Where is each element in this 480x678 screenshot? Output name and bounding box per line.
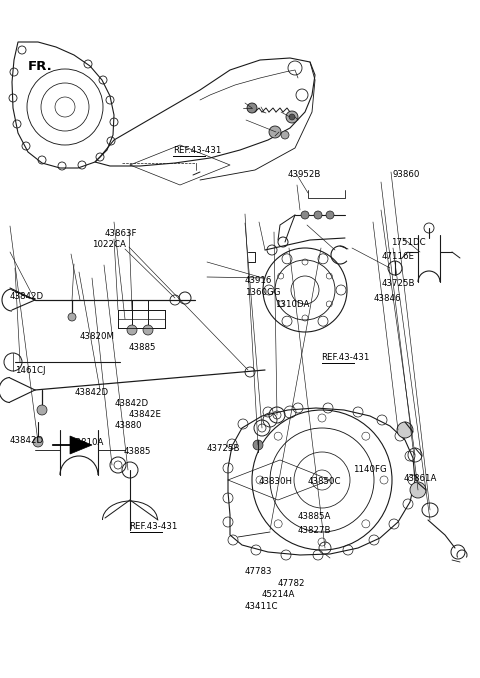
Text: 43880: 43880 xyxy=(114,421,142,431)
Text: 43916: 43916 xyxy=(245,276,272,285)
Text: 43820M: 43820M xyxy=(79,332,114,341)
Text: 43952B: 43952B xyxy=(288,170,322,180)
Text: 43827B: 43827B xyxy=(298,526,331,536)
Text: 45214A: 45214A xyxy=(262,590,295,599)
Circle shape xyxy=(33,437,43,447)
Text: 93860: 93860 xyxy=(393,170,420,180)
Circle shape xyxy=(286,111,298,123)
Text: 1140FG: 1140FG xyxy=(353,464,386,474)
Text: REF.43-431: REF.43-431 xyxy=(173,146,221,155)
Circle shape xyxy=(127,325,137,335)
Text: 43863F: 43863F xyxy=(105,228,137,238)
Text: 43885A: 43885A xyxy=(298,512,331,521)
Circle shape xyxy=(314,211,322,219)
Text: 43885: 43885 xyxy=(129,342,156,352)
Text: 47116E: 47116E xyxy=(382,252,415,261)
Text: 43830H: 43830H xyxy=(258,477,292,486)
Text: REF.43-431: REF.43-431 xyxy=(130,521,178,531)
Text: 1360GG: 1360GG xyxy=(245,287,280,297)
Text: 43842D: 43842D xyxy=(10,436,44,445)
Text: 1751DC: 1751DC xyxy=(391,238,426,247)
Text: 43842D: 43842D xyxy=(74,388,108,397)
Circle shape xyxy=(326,211,334,219)
Circle shape xyxy=(289,114,295,120)
Text: 43861A: 43861A xyxy=(403,474,437,483)
Text: 43850C: 43850C xyxy=(307,477,341,486)
Text: 43725B: 43725B xyxy=(382,279,415,288)
Text: 43846: 43846 xyxy=(373,294,401,303)
Text: 43725B: 43725B xyxy=(206,443,240,453)
Text: 47782: 47782 xyxy=(277,578,305,588)
Text: 43411C: 43411C xyxy=(245,602,278,612)
Circle shape xyxy=(68,313,76,321)
Circle shape xyxy=(301,211,309,219)
Text: 1022CA: 1022CA xyxy=(92,240,126,250)
Text: FR.: FR. xyxy=(28,60,53,73)
Text: 43810A: 43810A xyxy=(71,437,105,447)
Text: 43842E: 43842E xyxy=(129,410,162,419)
Circle shape xyxy=(37,405,47,415)
Text: 1310DA: 1310DA xyxy=(275,300,309,309)
Text: 43885: 43885 xyxy=(124,447,151,456)
Text: 1461CJ: 1461CJ xyxy=(15,366,46,376)
Circle shape xyxy=(397,422,413,438)
Text: 43842D: 43842D xyxy=(114,399,148,408)
Circle shape xyxy=(269,126,281,138)
Circle shape xyxy=(253,440,263,450)
Text: 43842D: 43842D xyxy=(10,292,44,301)
Text: 47783: 47783 xyxy=(245,567,272,576)
Polygon shape xyxy=(70,436,92,454)
Circle shape xyxy=(247,103,257,113)
Text: REF.43-431: REF.43-431 xyxy=(322,353,370,362)
Circle shape xyxy=(281,131,289,139)
Circle shape xyxy=(410,482,426,498)
Circle shape xyxy=(143,325,153,335)
